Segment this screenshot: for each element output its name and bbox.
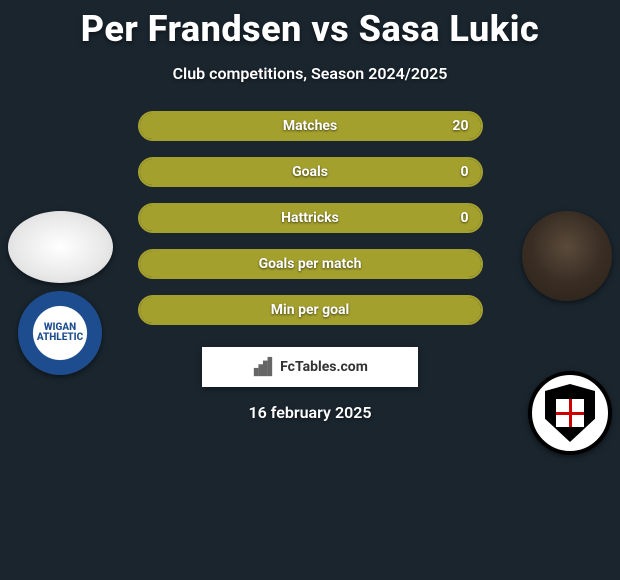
avatar-photo-icon <box>522 211 612 301</box>
attribution-box: FcTables.com <box>202 347 418 387</box>
player-right-avatar <box>522 211 612 301</box>
player-left-avatar <box>8 211 113 283</box>
wigan-badge-icon: WIGANATHLETIC <box>18 291 102 375</box>
stat-bar: Goals0 <box>138 157 483 187</box>
fulham-badge-icon <box>528 371 612 455</box>
page-title: Per Frandsen vs Sasa Lukic <box>0 0 620 50</box>
stat-bar: Min per goal <box>138 295 483 325</box>
subtitle: Club competitions, Season 2024/2025 <box>0 64 620 83</box>
stat-right-value: 0 <box>431 164 481 180</box>
stat-right-value: 0 <box>431 210 481 226</box>
date-label: 16 february 2025 <box>0 403 620 422</box>
stat-bar: Matches20 <box>138 111 483 141</box>
club-left-label: WIGANATHLETIC <box>37 323 83 343</box>
stat-label: Hattricks <box>190 210 431 226</box>
club-right-badge <box>528 371 612 455</box>
attribution-label: FcTables.com <box>280 359 368 375</box>
stat-bar: Hattricks0 <box>138 203 483 233</box>
stat-label: Min per goal <box>190 302 431 318</box>
stat-bars: Matches20Goals0Hattricks0Goals per match… <box>138 111 483 325</box>
stat-bar: Goals per match <box>138 249 483 279</box>
stat-label: Goals per match <box>190 256 431 272</box>
club-left-badge: WIGANATHLETIC <box>18 291 102 375</box>
stat-right-value: 20 <box>431 118 481 134</box>
stat-label: Matches <box>190 118 431 134</box>
chart-icon <box>252 356 274 378</box>
stat-label: Goals <box>190 164 431 180</box>
avatar-placeholder-icon <box>8 211 113 283</box>
